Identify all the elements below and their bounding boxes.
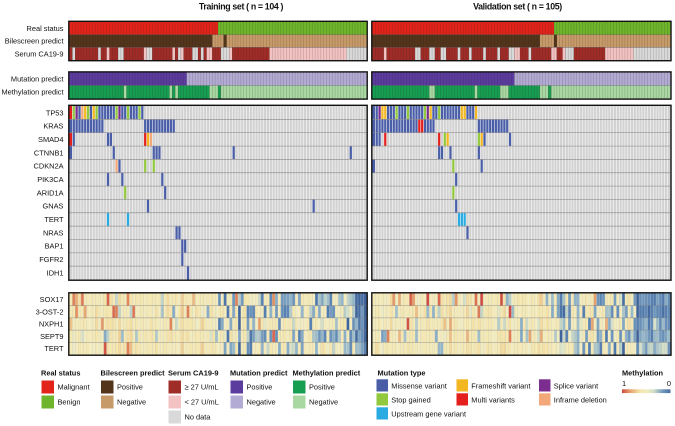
svg-text:Upstream gene variant: Upstream gene variant [391, 410, 466, 419]
svg-text:Splice variant: Splice variant [554, 382, 598, 391]
svg-text:SMAD4: SMAD4 [38, 135, 63, 144]
svg-text:< 27 U/mL: < 27 U/mL [185, 398, 219, 407]
svg-text:Mutation predict: Mutation predict [11, 75, 64, 84]
svg-text:Benign: Benign [58, 398, 81, 407]
svg-text:BAP1: BAP1 [45, 242, 64, 251]
svg-text:Methylation: Methylation [622, 369, 664, 378]
svg-text:Positive: Positive [309, 383, 335, 392]
svg-text:1: 1 [622, 379, 626, 388]
svg-text:Negative: Negative [247, 398, 276, 407]
svg-text:Real status: Real status [41, 369, 80, 378]
svg-text:NRAS: NRAS [43, 228, 64, 237]
svg-text:TERT: TERT [44, 215, 64, 224]
svg-text:FGFR2: FGFR2 [39, 255, 63, 264]
svg-text:Mutation type: Mutation type [378, 369, 426, 378]
svg-text:KRAS: KRAS [43, 122, 63, 131]
svg-text:Malignant: Malignant [58, 383, 90, 392]
svg-text:CTNNB1: CTNNB1 [34, 148, 64, 157]
svg-text:No data: No data [185, 413, 212, 422]
svg-text:Missense variant: Missense variant [391, 382, 446, 391]
svg-text:Methylation predict: Methylation predict [1, 88, 63, 97]
svg-text:SEPT9: SEPT9 [40, 332, 63, 341]
svg-text:SOX17: SOX17 [40, 295, 64, 304]
svg-text:Negative: Negative [117, 398, 146, 407]
svg-text:CDKN2A: CDKN2A [34, 162, 64, 171]
svg-text:Bilescreen predict: Bilescreen predict [101, 369, 166, 378]
svg-text:IDH1: IDH1 [47, 268, 64, 277]
svg-text:Mutation predict: Mutation predict [230, 369, 288, 378]
svg-text:Methylation predict: Methylation predict [293, 369, 361, 378]
svg-text:TERT: TERT [44, 344, 64, 353]
svg-text:PIK3CA: PIK3CA [37, 175, 63, 184]
svg-text:TP53: TP53 [46, 108, 64, 117]
svg-text:0: 0 [667, 379, 671, 388]
svg-text:ARID1A: ARID1A [37, 188, 64, 197]
svg-text:Stop gained: Stop gained [391, 396, 430, 405]
svg-text:Bilescreen predict: Bilescreen predict [5, 37, 64, 46]
svg-text:Serum CA19-9: Serum CA19-9 [15, 49, 64, 58]
svg-text:Serum CA19-9: Serum CA19-9 [168, 369, 219, 378]
svg-text:GNAS: GNAS [43, 202, 64, 211]
svg-text:Positive: Positive [117, 383, 143, 392]
svg-text:Frameshift variant: Frameshift variant [471, 382, 530, 391]
svg-text:Multi variants: Multi variants [471, 396, 515, 405]
svg-text:Training set ( n = 104 ): Training set ( n = 104 ) [199, 2, 284, 12]
svg-text:Negative: Negative [309, 398, 338, 407]
svg-text:Validation set ( n = 105): Validation set ( n = 105) [473, 2, 562, 12]
svg-text:≥ 27 U/mL: ≥ 27 U/mL [185, 383, 219, 392]
svg-text:Positive: Positive [247, 383, 273, 392]
svg-text:Real status: Real status [27, 24, 64, 33]
svg-text:NXPH1: NXPH1 [39, 320, 64, 329]
svg-text:3-OST-2: 3-OST-2 [36, 307, 64, 316]
svg-text:Inframe deletion: Inframe deletion [554, 396, 607, 405]
